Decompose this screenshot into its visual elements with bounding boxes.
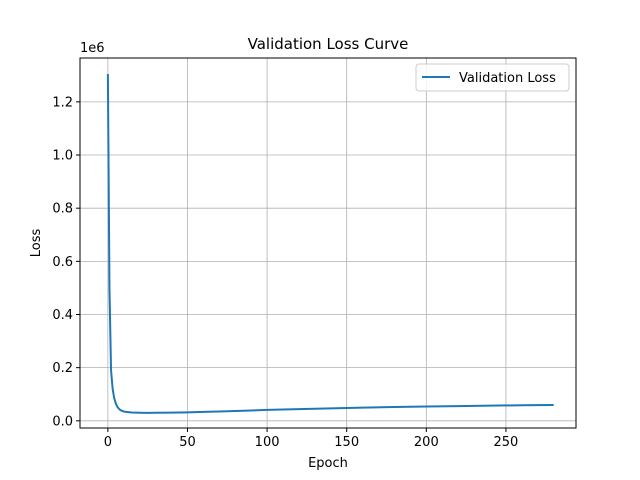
plot-frame [79,57,577,429]
series-layer [106,73,554,414]
series-line-validation-loss [106,73,554,414]
y-tick-label: 1.0 [52,149,73,164]
grid-layer [80,58,576,428]
ticks-layer: 0 50 100 150 200 250 0.0 0.2 0.4 0.6 0.8 1.0 1.2 [52,95,518,450]
y-tick-label: 0.2 [52,361,73,376]
x-axis-label: Epoch [308,456,348,471]
y-axis-offset-label: 1e6 [80,41,105,56]
y-tick-label: 0.6 [52,255,73,270]
x-tick-label: 150 [334,435,359,450]
y-tick-label: 1.2 [52,95,73,110]
x-tick-label: 50 [179,435,196,450]
y-tick-label: 0.0 [52,414,73,429]
y-tick-label: 0.8 [52,202,73,217]
legend: Validation Loss [415,63,570,92]
legend-label: Validation Loss [459,71,556,86]
legend-box [415,63,570,92]
y-axis-label: Loss [29,229,44,258]
x-tick-label: 0 [104,435,112,450]
x-tick-label: 200 [414,435,439,450]
y-tick-label: 0.4 [52,308,73,323]
x-tick-label: 100 [255,435,280,450]
chart-title: Validation Loss Curve [248,35,409,53]
x-tick-label: 250 [494,435,519,450]
